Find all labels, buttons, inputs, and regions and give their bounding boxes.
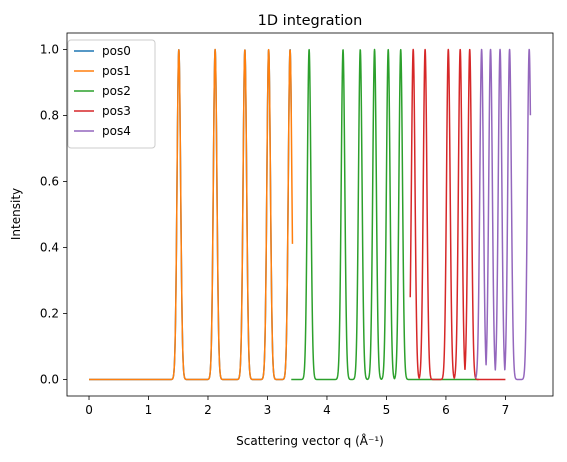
series-line-pos2 — [290, 48, 480, 381]
y-tick-label: 1.0 — [40, 43, 59, 57]
plot-lines — [88, 48, 532, 381]
x-tick-label: 3 — [264, 403, 272, 417]
legend-label-pos2: pos2 — [102, 84, 131, 98]
legend-box — [67, 39, 156, 149]
plot-frame — [66, 32, 554, 397]
x-axis: 0 1 2 3 4 5 6 7 — [85, 396, 509, 417]
y-tick-label: 0.4 — [40, 241, 59, 255]
x-tick-label: 2 — [204, 403, 212, 417]
series-line-pos1 — [88, 48, 294, 381]
x-tick-label: 4 — [323, 403, 331, 417]
y-tick-label: 0.8 — [40, 109, 59, 123]
series-line-pos3 — [409, 48, 507, 381]
y-tick-label: 0.6 — [40, 175, 59, 189]
legend-label-pos1: pos1 — [102, 64, 131, 78]
y-tick-label: 0.2 — [40, 307, 59, 321]
legend: pos0 pos1 pos2 pos3 pos4 — [67, 39, 156, 149]
legend-label-pos0: pos0 — [102, 44, 131, 58]
x-axis-label: Scattering vector q (Å⁻¹) — [236, 433, 384, 448]
x-tick-label: 6 — [442, 403, 450, 417]
series-line-pos4 — [474, 48, 532, 381]
x-tick-label: 7 — [502, 403, 510, 417]
legend-label-pos4: pos4 — [102, 124, 131, 138]
y-tick-label: 0.0 — [40, 373, 59, 387]
y-axis-label: Intensity — [9, 188, 23, 240]
legend-label-pos3: pos3 — [102, 104, 131, 118]
x-tick-label: 5 — [383, 403, 391, 417]
y-axis: 0.0 0.2 0.4 0.6 0.8 1.0 — [40, 43, 67, 387]
x-tick-label: 1 — [145, 403, 153, 417]
x-tick-label: 0 — [85, 403, 93, 417]
chart-title: 1D integration — [258, 13, 363, 29]
